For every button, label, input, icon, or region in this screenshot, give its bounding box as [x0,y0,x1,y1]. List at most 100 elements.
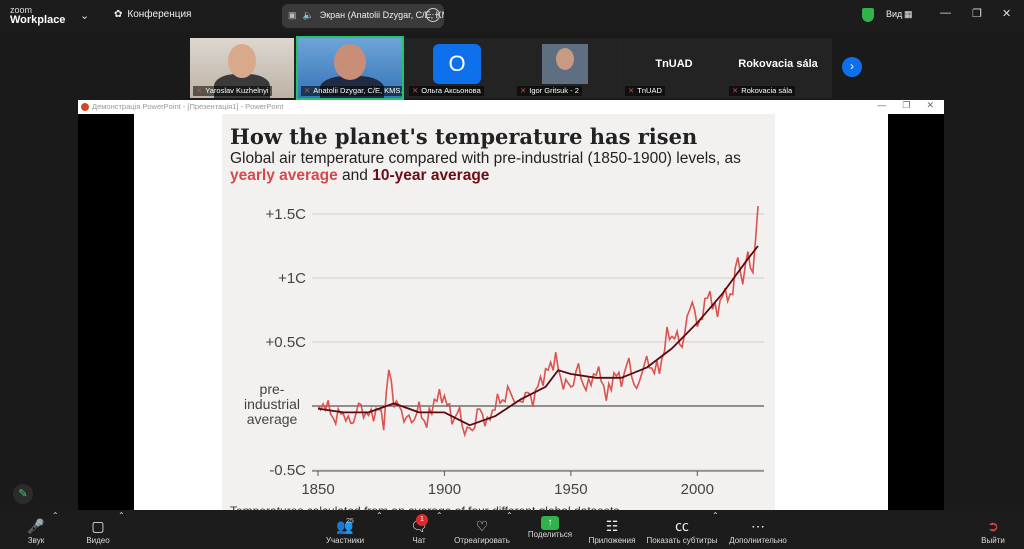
conference-label: Конференция [127,9,192,20]
view-menu-label[interactable]: Вид [886,9,903,19]
share-label: Поделиться [527,530,573,539]
x-tick-label: 2000 [681,481,714,498]
x-tick-label: 1850 [301,481,334,498]
react-options-caret[interactable]: ⌃ [506,511,513,520]
restore-icon[interactable]: ❐ [972,8,982,20]
participant-name: ✕ Rokovacia sála [729,86,796,96]
heart-icon: ♡ [475,518,489,534]
y-tick-label: +0.5C [266,334,307,351]
paw-icon: ✿ [114,9,123,20]
logo-workplace-text: Workplace [10,14,66,26]
participant-tile-text: TnUAD [655,58,693,70]
subtitle-text: Global air temperature compared with pre… [230,150,741,167]
shared-screen: How the planet's temperature has risen G… [78,114,944,518]
share-screen-button[interactable]: ↑ Поделиться [524,511,576,549]
security-shield-icon[interactable] [862,8,874,22]
participant-name: ✕ Ольга Аксьонова [409,86,484,96]
conference-menu[interactable]: ✿ Конференция [114,9,191,20]
minimize-icon[interactable]: — [940,7,951,19]
participant-face [334,44,366,80]
audio-label: Звук [27,536,45,545]
video-button[interactable]: ▢ Видео [80,511,116,549]
react-label: Отреагировать [454,536,510,545]
x-tick-label: 1900 [428,481,461,498]
audio-options-caret[interactable]: ⌃ [52,511,59,520]
chat-button[interactable]: 🗨 1 Чат [404,511,434,549]
close-icon[interactable]: ✕ [926,100,934,110]
next-page-icon[interactable]: › [842,57,862,77]
apps-button[interactable]: ☷ Приложения [586,511,638,549]
participant-gallery: ✕ Yaroslav Kuzhelnyi ✕ Anatolii Dzygar, C/… [190,36,832,100]
more-icon: ⋯ [751,518,765,534]
participant-tile-text: Rokovacia sála [738,58,818,70]
captions-label: Показать субтитры [646,536,718,545]
series-yearly-average [317,206,759,438]
participant-tile-active-speaker[interactable]: ✕ Anatolii Dzygar, C/E, KMS... [296,36,404,100]
muted-mic-icon: ✕ [732,86,739,95]
participants-icon: 👥 [336,518,354,534]
participant-tile[interactable]: ✕ Igor Gritsuk - 2 [514,38,618,98]
restore-icon[interactable]: ❐ [902,100,911,110]
apps-label: Приложения [588,536,636,545]
more-button[interactable]: ⋯ Дополнительно [726,511,790,549]
chevron-down-icon[interactable]: ⌄ [80,10,90,22]
participant-name: ✕ Yaroslav Kuzhelnyi [193,86,272,96]
participant-tile[interactable]: O ✕ Ольга Аксьонова [406,38,510,98]
series-10-year-average [317,245,759,427]
screen-icon: ▣ [288,10,297,20]
leave-icon: ➲ [987,518,999,534]
muted-mic-icon: ✕ [412,86,419,95]
chat-options-caret[interactable]: ⌃ [436,511,443,520]
share-tab-label: Экран (Anatolii Dzygar, C/E, KMS... [319,10,444,20]
y-tick-label: +1C [278,270,306,287]
muted-mic-icon: ✕ [520,86,527,95]
participant-tile[interactable]: Rokovacia sála ✕ Rokovacia sála [726,38,830,98]
participants-label: Участники [325,536,365,545]
captions-options-caret[interactable]: ⌃ [712,511,719,520]
participant-name: ✕ TnUAD [625,86,665,96]
powerpoint-icon [81,103,89,111]
top-bar: zoom Workplace ⌄ ✿ Конференция ▣ 🔈 Экран (A… [0,0,1024,32]
captions-icon: ㏄ [675,518,689,534]
baseline-label: industrial [244,396,300,412]
chart-subtitle: Global air temperature compared with pre… [230,150,770,184]
view-grid-icon[interactable]: ▦ [904,9,913,19]
minimize-icon[interactable]: — [877,100,887,110]
participant-tile[interactable]: ✕ Yaroslav Kuzhelnyi [190,38,294,98]
more-label: Дополнительно [729,536,787,545]
participants-button[interactable]: 👥 25 Участники [322,511,368,549]
logo-zoom-text: zoom [10,5,33,15]
muted-mic-icon: 🎤 [27,518,45,534]
screen-share-tab[interactable]: ▣ 🔈 Экран (Anatolii Dzygar, C/E, KMS... ⋯ [282,4,444,28]
temperature-chart: How the planet's temperature has risen G… [222,114,775,518]
meeting-toolbar: 🎤 Звук ⌃ ▢ Видео ⌃ 👥 25 Участники ⌃ 🗨 1 … [0,511,1024,549]
speaker-icon: 🔈 [302,10,314,20]
react-button[interactable]: ♡ Отреагировать [452,511,512,549]
participant-face [228,44,256,78]
video-options-caret[interactable]: ⌃ [118,511,125,520]
video-label: Видео [86,536,110,545]
participants-options-caret[interactable]: ⌃ [376,511,383,520]
audio-button[interactable]: 🎤 Звук [18,511,54,549]
subtitle-decade: 10-year average [372,167,490,184]
participants-count: 25 [346,518,354,525]
baseline-label: pre- [260,381,285,397]
participant-name: ✕ Igor Gritsuk - 2 [517,86,582,96]
subtitle-and: and [337,167,373,184]
chart-title: How the planet's temperature has risen [230,124,698,149]
leave-button[interactable]: ➲ Выйти [978,511,1008,549]
ppt-window-title: Демонстрація PowerPoint - [Презентація1]… [92,102,284,111]
ppt-window-titlebar: Демонстрація PowerPoint - [Презентація1]… [78,100,944,114]
close-icon[interactable]: ✕ [1002,8,1012,20]
participant-tile[interactable]: TnUAD ✕ TnUAD [622,38,726,98]
subtitle-yearly: yearly average [230,167,338,184]
captions-button[interactable]: ㏄ Показать субтитры [644,511,720,549]
annotate-pen-icon[interactable]: ✎ [13,484,33,504]
y-tick-label: +1.5C [266,206,307,223]
baseline-label: average [247,411,298,427]
presentation-slide: How the planet's temperature has risen G… [134,114,888,518]
leave-label: Выйти [981,536,1005,545]
chat-label: Чат [412,536,426,545]
more-options-icon[interactable]: ⋯ [426,8,440,22]
